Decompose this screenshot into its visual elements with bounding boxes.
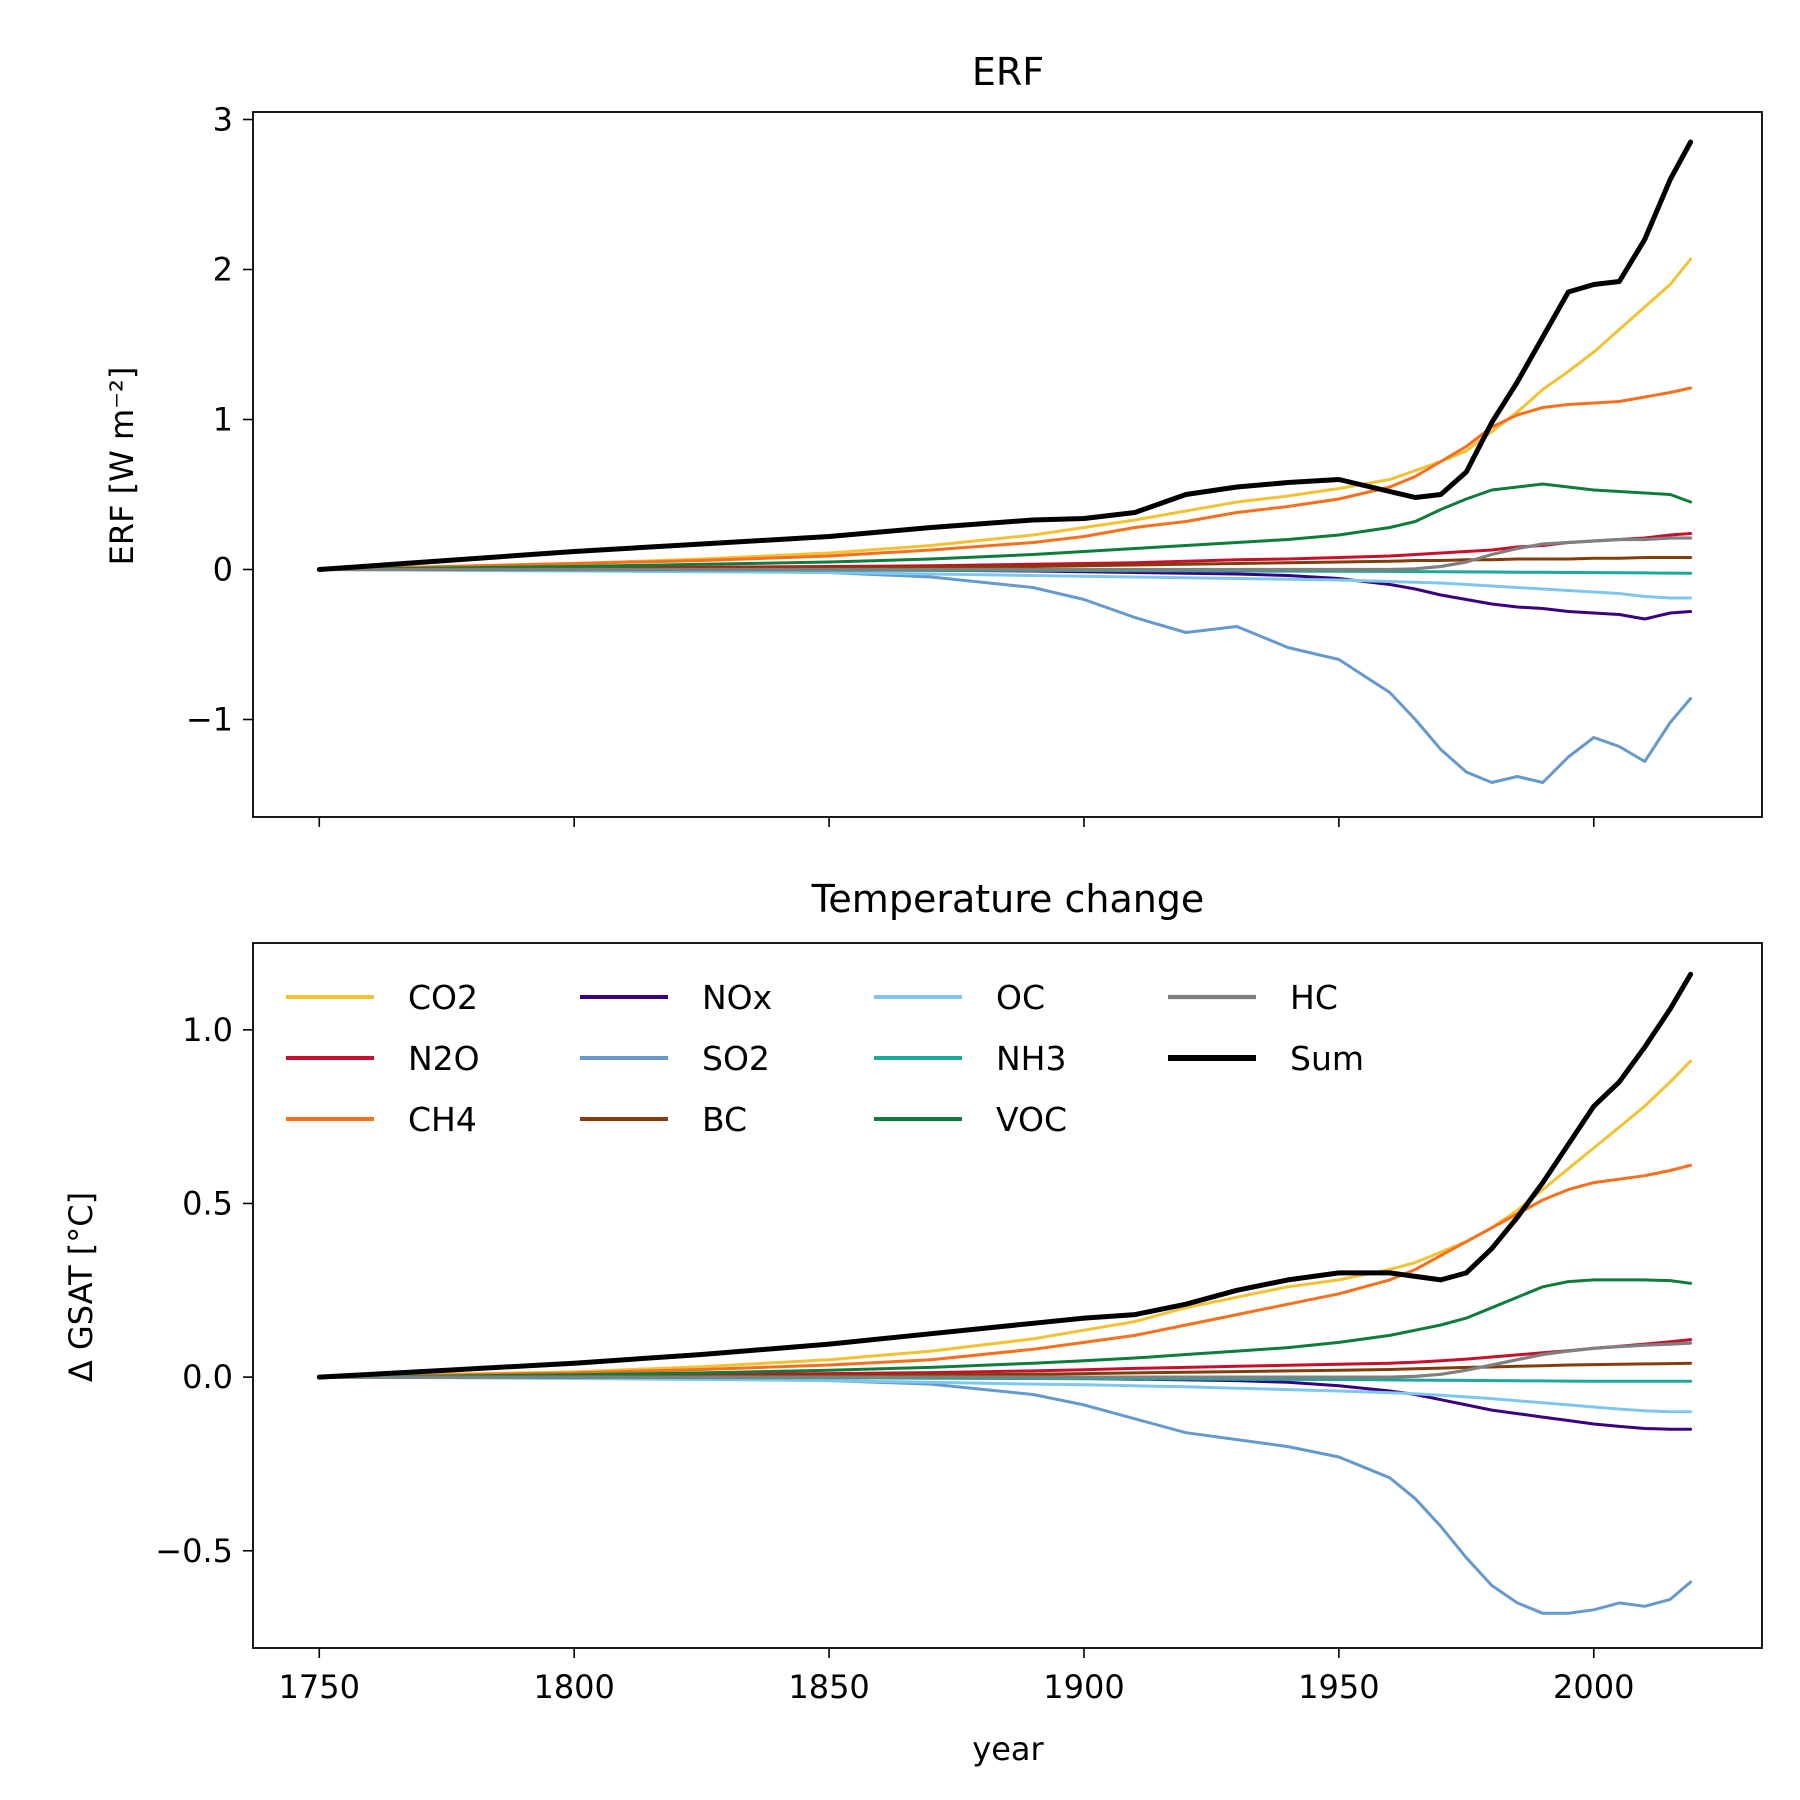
legend-label-voc: VOC (996, 1100, 1067, 1139)
legend-label-ch4: CH4 (408, 1100, 477, 1139)
legend-label-nox: NOx (702, 978, 772, 1017)
temperature-x-tick-label: 1900 (1043, 1668, 1124, 1706)
erf-axes: −1 0 1 2 3 (186, 101, 1763, 827)
temperature-y-tick-label: 0.0 (182, 1358, 233, 1396)
legend-label-hc: HC (1290, 978, 1338, 1017)
erf-series-sum (316, 139, 1694, 572)
erf-series-voc (317, 482, 1693, 571)
erf-series-oc (317, 568, 1693, 600)
temperature-y-tick-label: 0.5 (182, 1184, 233, 1222)
temperature-plot-frame (252, 942, 1763, 1649)
temperature-series-voc (317, 1278, 1693, 1379)
erf-y-tick-label: −1 (186, 701, 233, 739)
temperature-y-tick-label: −0.5 (155, 1532, 233, 1570)
temperature-panel-title: Temperature change (811, 877, 1205, 921)
erf-series-layer (316, 139, 1694, 784)
erf-series-nox (317, 568, 1693, 621)
temperature-series-oc (317, 1375, 1693, 1414)
erf-y-tick-label: 0 (213, 551, 233, 589)
temperature-x-tick-label: 1800 (533, 1668, 614, 1706)
legend-label-bc: BC (702, 1100, 747, 1139)
erf-panel-title: ERF (972, 50, 1044, 94)
erf-y-tick-label: 3 (213, 101, 233, 139)
temperature-y-tick-label: 1.0 (182, 1011, 233, 1049)
temperature-series-ch4 (317, 1163, 1693, 1379)
legend: CO2 N2O CH4 NOx SO2 BC OC NH3 VOC HC Sum (286, 978, 1364, 1139)
legend-label-nh3: NH3 (996, 1039, 1067, 1078)
legend-label-co2: CO2 (408, 978, 478, 1017)
erf-y-axis-label: ERF [W m⁻²] (103, 367, 141, 566)
temperature-series-sum (316, 971, 1694, 1380)
erf-series-ch4 (317, 386, 1693, 571)
legend-label-oc: OC (996, 978, 1045, 1017)
temperature-panel: Temperature change Δ GSAT [°C] year 1750… (62, 877, 1763, 1768)
erf-y-tick-label: 1 (213, 401, 233, 439)
temperature-y-axis-label: Δ GSAT [°C] (62, 1192, 100, 1382)
temperature-series-layer (316, 971, 1694, 1615)
erf-series-bc (317, 556, 1693, 571)
legend-label-sum: Sum (1290, 1039, 1364, 1078)
temperature-x-tick-label: 1950 (1298, 1668, 1379, 1706)
erf-plot-frame (252, 111, 1763, 818)
temperature-axes: 1750 1800 1850 1900 1950 2000 −0.5 0.0 0.5 1.0 (155, 942, 1763, 1706)
erf-series-hc (317, 536, 1693, 572)
erf-y-tick-label: 2 (213, 251, 233, 289)
temperature-series-bc (317, 1361, 1693, 1379)
erf-panel: ERF ERF [W m⁻²] −1 0 1 2 3 (103, 50, 1763, 827)
temperature-series-hc (317, 1341, 1693, 1379)
temperature-series-so2 (317, 1375, 1693, 1615)
x-axis-label: year (972, 1730, 1044, 1768)
temperature-x-tick-label: 2000 (1553, 1668, 1634, 1706)
temperature-x-tick-label: 1750 (279, 1668, 360, 1706)
legend-label-so2: SO2 (702, 1039, 770, 1078)
legend-label-n2o: N2O (408, 1039, 480, 1078)
temperature-x-tick-label: 1850 (788, 1668, 869, 1706)
